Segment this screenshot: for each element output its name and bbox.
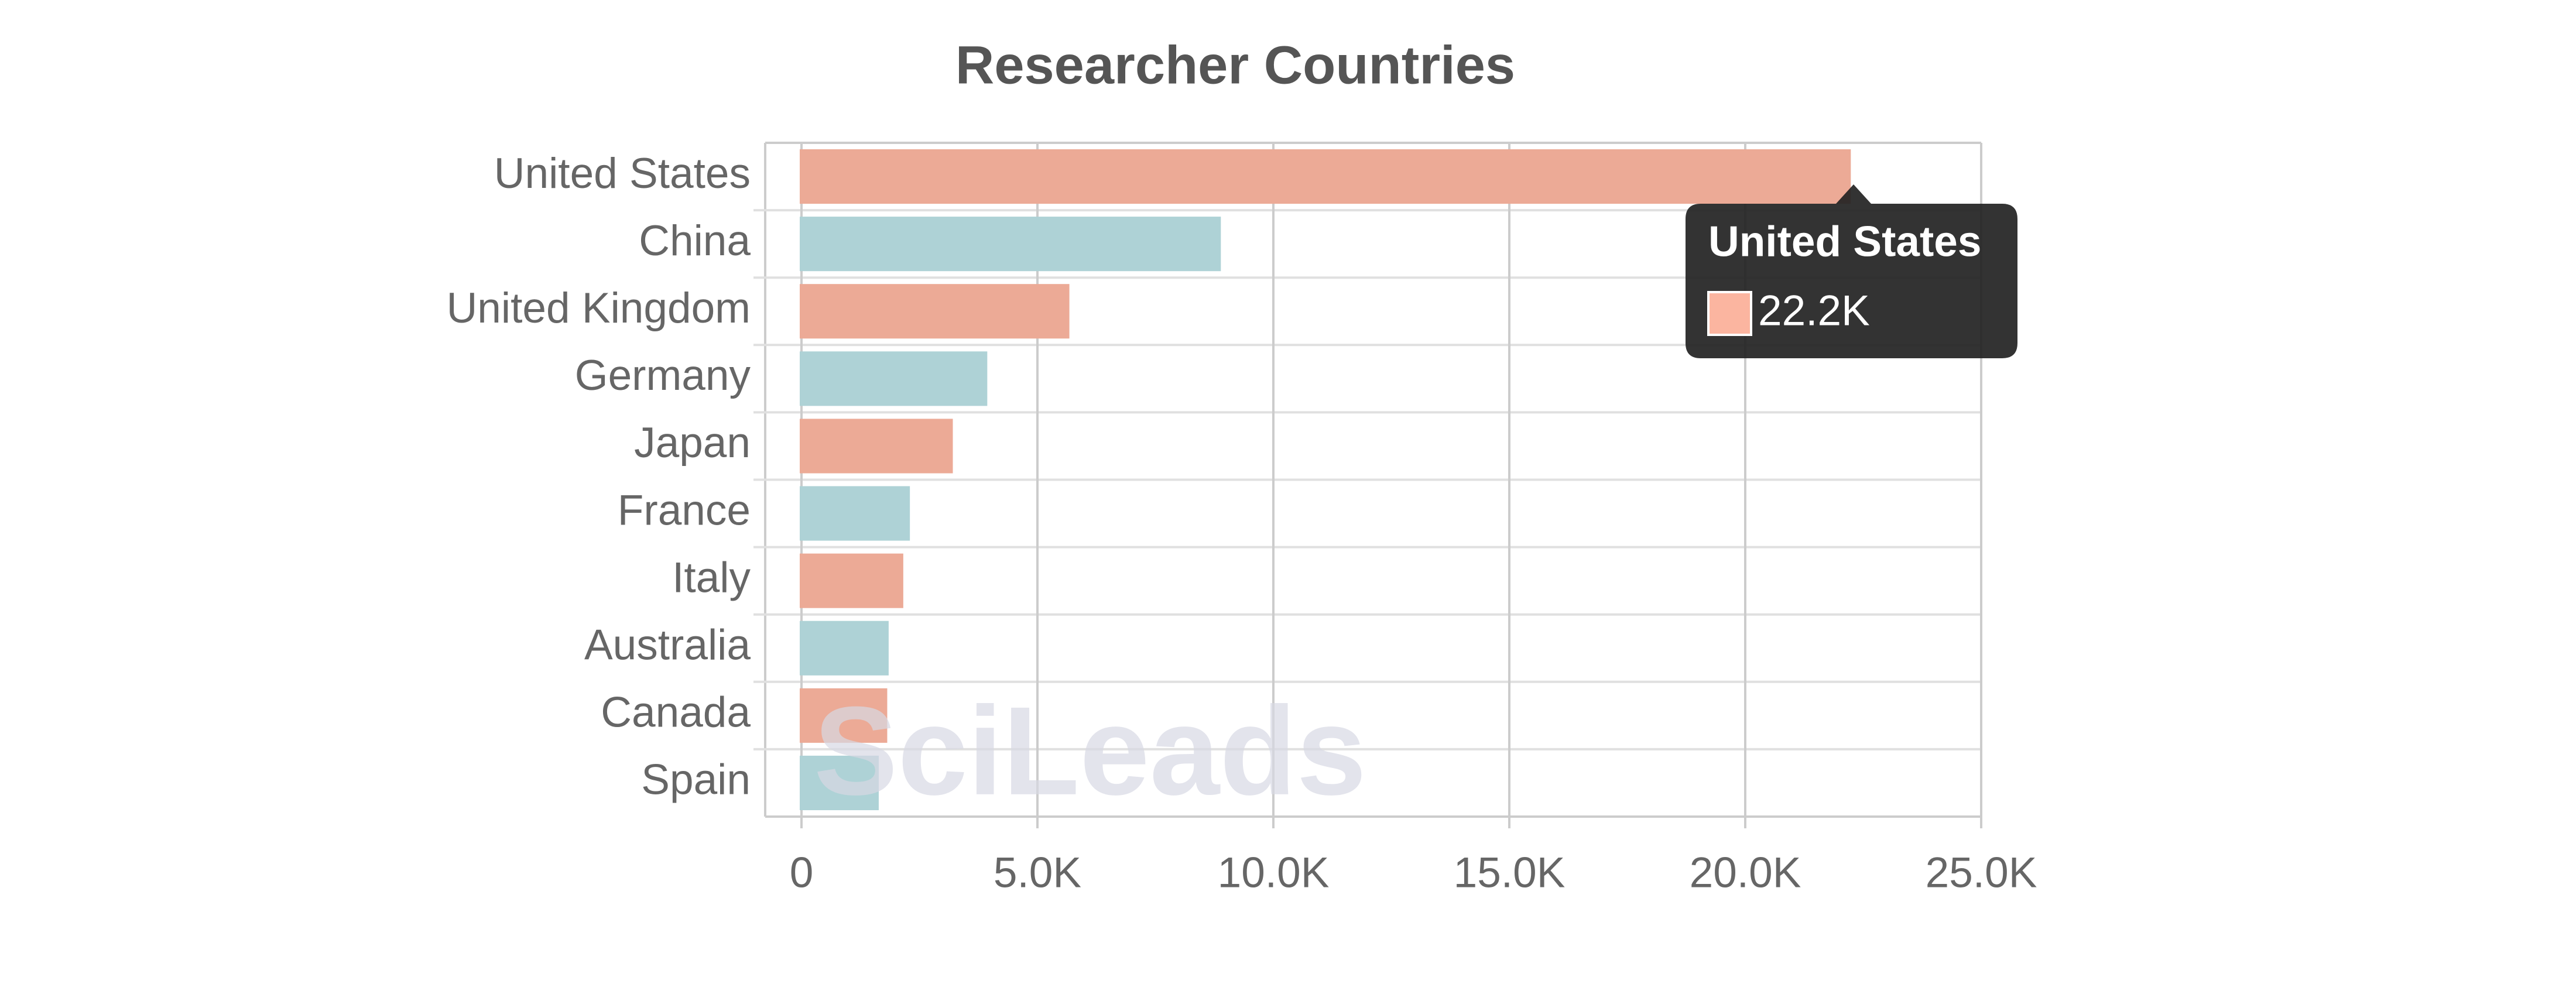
- y-tick-label: United States: [494, 150, 751, 197]
- tooltip-box: [1686, 184, 2017, 358]
- bar: [800, 217, 1221, 272]
- y-tick-label: China: [639, 217, 751, 265]
- tooltip-title: United States: [1708, 218, 1981, 265]
- bar: [800, 284, 1070, 339]
- x-tick-label: 20.0K: [1690, 849, 1801, 896]
- y-tick-label: Canada: [601, 689, 751, 736]
- x-tick-label: 25.0K: [1926, 849, 2037, 896]
- watermark: SciLeads: [814, 680, 1366, 821]
- tooltip-value: 22.2K: [1758, 287, 1870, 334]
- bar: [800, 486, 910, 541]
- bar: [800, 553, 903, 608]
- bar: [800, 351, 988, 406]
- bar: [800, 149, 1851, 204]
- y-tick-label: Germany: [575, 352, 751, 399]
- x-tick-label: 0: [790, 849, 814, 896]
- bar: [800, 755, 879, 811]
- tooltip-swatch: [1707, 291, 1752, 336]
- x-tick-label: 10.0K: [1218, 849, 1330, 896]
- y-tick-label: Australia: [584, 622, 751, 669]
- y-tick-label: Spain: [641, 756, 751, 804]
- tooltip: United States 22.2K: [1686, 184, 2017, 358]
- y-tick-label: United Kingdom: [447, 285, 751, 332]
- chart-title: Researcher Countries: [955, 35, 1515, 95]
- bar: [800, 688, 888, 743]
- y-tick-label: Italy: [672, 554, 751, 601]
- y-tick-label: Japan: [634, 419, 751, 467]
- bar: [800, 419, 953, 474]
- x-tick-label: 5.0K: [994, 849, 1081, 896]
- x-tick-label: 15.0K: [1454, 849, 1566, 896]
- y-tick-label: France: [618, 486, 751, 534]
- bar: [800, 621, 889, 676]
